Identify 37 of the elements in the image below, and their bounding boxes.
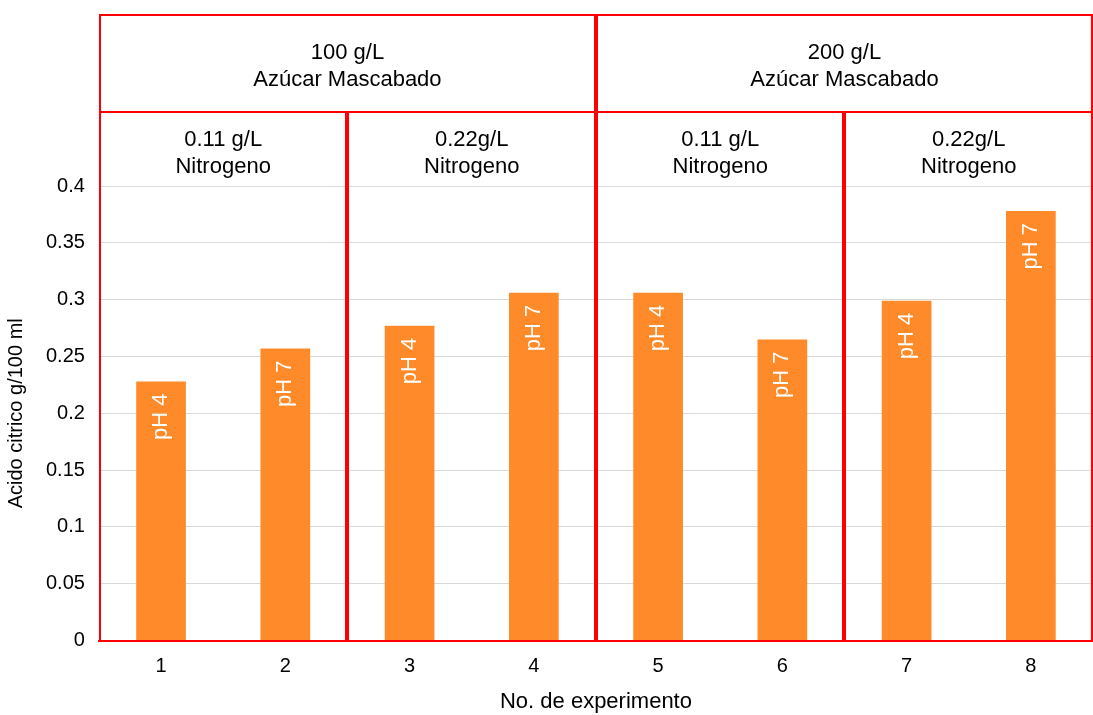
bar bbox=[1006, 211, 1056, 641]
group-frame: 200 g/L Azúcar Mascabado bbox=[595, 14, 1093, 113]
y-tick-label: 0.2 bbox=[57, 400, 85, 423]
bar bbox=[384, 325, 435, 641]
data-label: pH 4 bbox=[892, 312, 918, 360]
data-label: pH 7 bbox=[519, 304, 545, 352]
bar bbox=[633, 292, 683, 641]
y-tick-label: 0.35 bbox=[45, 230, 85, 253]
y-tick-label: 0.25 bbox=[45, 343, 85, 366]
bar bbox=[260, 348, 311, 641]
data-label: pH 7 bbox=[271, 360, 297, 407]
bar bbox=[136, 381, 186, 641]
y-tick-label: 0.15 bbox=[45, 457, 85, 480]
y-tick-label: 0.1 bbox=[57, 514, 85, 537]
bar bbox=[757, 339, 808, 641]
bar bbox=[881, 300, 932, 641]
x-tick-label: 1 bbox=[155, 654, 167, 677]
x-tick-label: 2 bbox=[279, 654, 291, 677]
y-tick-label: 0.4 bbox=[57, 173, 85, 196]
data-label: pH 7 bbox=[768, 351, 794, 398]
y-tick-label: 0 bbox=[73, 628, 85, 651]
x-tick-label: 6 bbox=[776, 654, 788, 677]
data-label: pH 4 bbox=[147, 393, 173, 440]
data-label: pH 4 bbox=[644, 304, 670, 352]
y-axis-title: Acido citrico g/100 ml bbox=[3, 318, 26, 509]
x-tick-label: 4 bbox=[528, 654, 540, 677]
x-tick-label: 7 bbox=[901, 654, 913, 677]
y-tick-label: 0.3 bbox=[57, 287, 85, 310]
x-tick-label: 5 bbox=[652, 654, 664, 677]
y-tick-label: 0.05 bbox=[45, 571, 85, 594]
x-tick-label: 3 bbox=[404, 654, 416, 677]
x-tick-label: 8 bbox=[1025, 654, 1037, 677]
data-label: pH 7 bbox=[1016, 223, 1042, 270]
x-axis-title: No. de experimento bbox=[499, 687, 692, 713]
bar bbox=[508, 292, 559, 641]
data-label: pH 4 bbox=[395, 337, 421, 385]
group-frame: 100 g/L Azúcar Mascabado bbox=[98, 14, 596, 113]
